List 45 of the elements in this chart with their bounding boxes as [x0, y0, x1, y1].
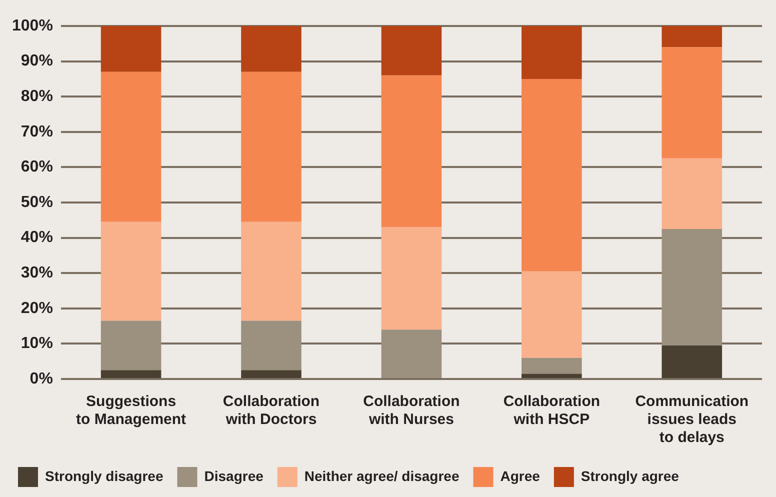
y-tick-label: 30% [20, 264, 53, 282]
bar [522, 374, 582, 378]
y-tick-label: 20% [20, 300, 53, 317]
y-tick-label: 60% [20, 158, 53, 176]
y-tick-label: 100% [12, 17, 53, 34]
y-tick-label: 0% [30, 370, 53, 388]
y-tick-label: 90% [20, 52, 53, 70]
x-tick-label: Communication issues leads to delays [635, 393, 749, 446]
bar [241, 72, 302, 222]
bar [100, 72, 162, 222]
legend-label: Strongly disagree [45, 468, 164, 484]
bar [522, 271, 582, 358]
bar [100, 222, 162, 321]
bar [241, 320, 302, 370]
bar [100, 320, 162, 370]
bar [381, 26, 442, 76]
x-tick-label: Collaboration with Nurses [363, 393, 460, 428]
bar [241, 222, 302, 321]
bar [100, 370, 162, 378]
legend-label: Disagree [204, 468, 264, 484]
bar [662, 158, 722, 229]
bar [381, 227, 442, 330]
bar [241, 26, 302, 72]
bar [662, 345, 722, 378]
bar [381, 75, 442, 228]
bar [100, 26, 162, 72]
bar [522, 26, 582, 79]
bar [662, 47, 722, 158]
y-tick-label: 50% [20, 194, 53, 211]
y-tick-label: 80% [20, 88, 53, 106]
legend-label: Agree [500, 468, 540, 484]
bar [662, 228, 722, 346]
y-tick-label: 70% [20, 123, 53, 140]
legend-label: Neither agree/ disagree [304, 468, 460, 484]
x-tick-label: Collaboration with Doctors [222, 393, 320, 428]
legend-label: Strongly agree [580, 468, 680, 484]
bar [241, 370, 302, 378]
y-tick-label: 10% [20, 335, 53, 352]
y-tick-label: 40% [20, 229, 53, 246]
bar [522, 358, 582, 374]
bar [522, 78, 582, 272]
x-tick-label: Suggestions to Management [76, 393, 186, 428]
bar [381, 330, 442, 378]
x-tick-label: Collaboration with HSCP [503, 393, 600, 428]
bar [662, 26, 722, 48]
